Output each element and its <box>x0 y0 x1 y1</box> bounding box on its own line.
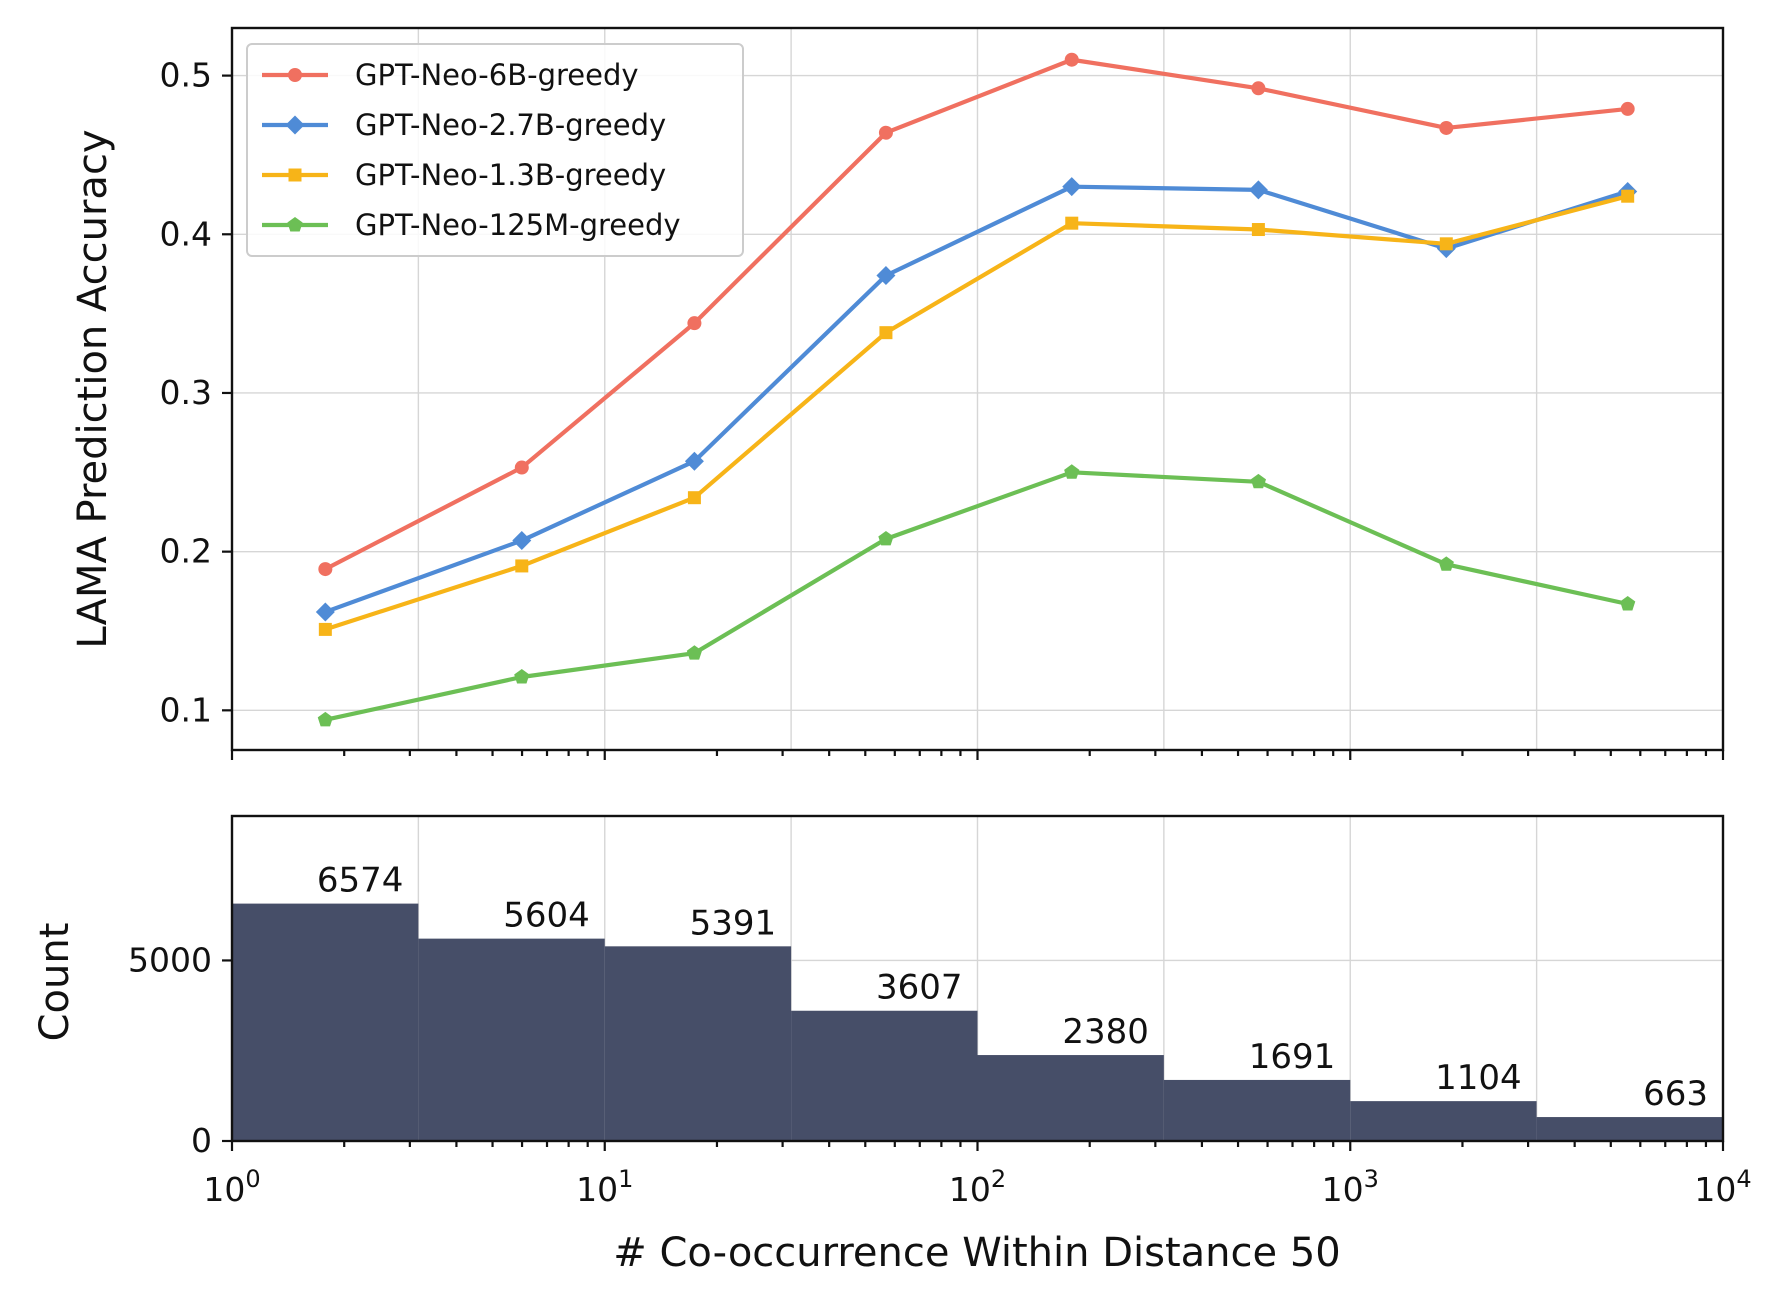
legend-frame <box>246 43 744 257</box>
legend-entry: GPT-Neo-6B-greedy <box>262 58 639 92</box>
x-tick-label: 101 <box>576 1165 633 1209</box>
histogram-bar <box>232 903 419 1141</box>
accuracy-y-tick-label: 0.5 <box>160 56 212 95</box>
series-line <box>324 184 1629 614</box>
series-point <box>878 530 894 546</box>
histogram-bar <box>604 946 792 1141</box>
accuracy-y-tick-label: 0.2 <box>160 532 212 571</box>
series-point <box>1620 596 1636 611</box>
bar-count-label: 5391 <box>690 903 777 943</box>
series-point <box>1620 101 1635 116</box>
series-point <box>1064 52 1079 67</box>
accuracy-series <box>315 52 1638 727</box>
histogram-bar <box>977 1055 1164 1141</box>
histogram-bar <box>1350 1101 1537 1141</box>
series-point <box>514 460 529 475</box>
series-point <box>1439 120 1454 135</box>
accuracy-y-axis-title: LAMA Prediction Accuracy <box>70 129 116 648</box>
accuracy-y-tick-label: 0.4 <box>160 214 212 253</box>
legend-marker <box>287 217 303 232</box>
count-ticks: 100 101 102 103 104 0 5000 <box>128 940 1752 1209</box>
series-2 <box>318 189 1635 636</box>
series-point <box>878 125 893 140</box>
legend-marker <box>285 115 305 135</box>
bar-count-label: 663 <box>1643 1074 1708 1114</box>
count-y-tick-label: 0 <box>191 1121 212 1160</box>
series-point <box>876 266 896 286</box>
series-line <box>324 194 1629 632</box>
x-tick-label: 100 <box>203 1165 260 1209</box>
accuracy-y-tick-label: 0.3 <box>160 373 212 412</box>
series-point <box>1065 216 1079 230</box>
accuracy-ticks: 0.1 0.2 0.3 0.4 0.5 <box>160 56 1725 760</box>
x-tick-label: 102 <box>949 1165 1006 1209</box>
legend-entry: GPT-Neo-125M-greedy <box>262 208 681 242</box>
x-tick-label: 103 <box>1322 1165 1379 1209</box>
series-point <box>515 559 529 573</box>
series-point <box>318 622 332 636</box>
series-point <box>1621 189 1635 203</box>
series-point <box>1250 473 1267 489</box>
series-point <box>686 645 703 660</box>
series-point <box>1251 223 1265 237</box>
series-point <box>1439 237 1453 251</box>
series-point <box>1064 464 1080 479</box>
legend-label: GPT-Neo-1.3B-greedy <box>355 158 666 192</box>
legend-marker <box>288 168 302 182</box>
bar-count-label: 3607 <box>876 968 963 1008</box>
series-point <box>687 316 702 331</box>
accuracy-y-tick-label: 0.1 <box>160 690 212 729</box>
histogram-bar <box>1536 1117 1723 1141</box>
series-point <box>1251 81 1266 96</box>
series-point <box>1248 180 1268 200</box>
series-point <box>514 669 530 684</box>
series-3 <box>317 464 1636 727</box>
legend-label: GPT-Neo-6B-greedy <box>355 58 639 92</box>
legend-label: GPT-Neo-125M-greedy <box>355 208 681 242</box>
count-y-axis-title: Count <box>32 923 78 1042</box>
count-y-tick-label: 5000 <box>128 940 212 979</box>
series-line <box>324 470 1629 722</box>
series-0 <box>318 52 1635 577</box>
legend-entry: GPT-Neo-1.3B-greedy <box>262 158 666 192</box>
histogram-bar <box>1163 1079 1351 1141</box>
series-point <box>315 602 335 622</box>
series-line <box>324 57 1628 571</box>
bar-count-label: 1691 <box>1249 1037 1336 1077</box>
bar-count-label: 5604 <box>503 896 590 936</box>
x-tick-label: 104 <box>1694 1165 1751 1209</box>
histogram-bar <box>791 1010 978 1141</box>
series-point <box>687 491 701 505</box>
bar-count-label: 2380 <box>1062 1012 1149 1052</box>
bar-count-label: 6574 <box>317 861 404 901</box>
histogram-bar <box>418 938 605 1141</box>
legend-label: GPT-Neo-2.7B-greedy <box>355 108 666 142</box>
accuracy-panel: 0.1 0.2 0.3 0.4 0.5 LAMA Prediction Accuracy… <box>70 26 1725 760</box>
count-histogram: 6574 5604 5391 3607 2380 1691 1104 663 <box>232 861 1723 1141</box>
x-axis-title: # Co-occurrence Within Distance 50 <box>613 1230 1340 1276</box>
series-point <box>1438 556 1454 571</box>
series-point <box>512 531 532 551</box>
series-point <box>879 326 893 340</box>
series-point <box>1062 177 1082 197</box>
legend-entry: GPT-Neo-2.7B-greedy <box>262 108 666 142</box>
legend: GPT-Neo-6B-greedy GPT-Neo-2.7B-greedy GPT-… <box>246 43 744 257</box>
legend-marker <box>288 68 302 82</box>
bar-count-label: 1104 <box>1435 1058 1522 1098</box>
series-point <box>318 562 333 577</box>
series-point <box>684 451 704 471</box>
series-point <box>317 711 333 727</box>
